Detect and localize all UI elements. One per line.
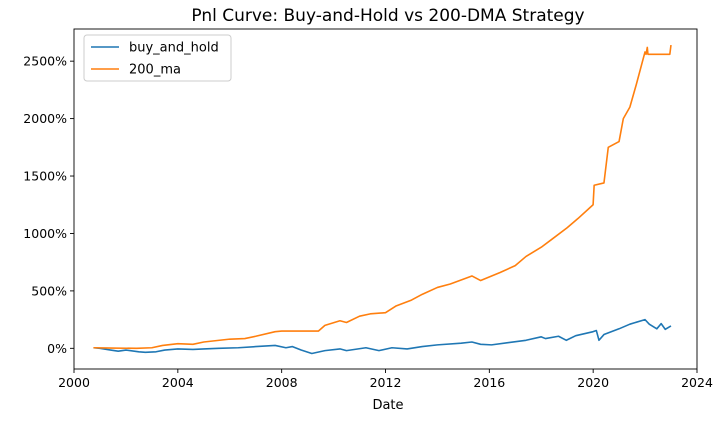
series-line-200-ma <box>93 44 672 350</box>
y-tick-label: 1500% <box>23 169 67 184</box>
x-tick-label: 2000 <box>58 375 90 390</box>
y-tick-label: 2000% <box>23 111 67 126</box>
axes-layer: 2000 2004 2008 2012 2016 2020 2024 0% 500% 1000% 1… <box>23 28 713 390</box>
x-axis-label: Date <box>372 398 403 413</box>
y-tick-label: 1000% <box>23 226 67 241</box>
x-tick-label: 2024 <box>681 375 713 390</box>
y-tick-label: 500% <box>31 283 67 298</box>
legend-frame <box>83 34 232 82</box>
chart-title: Pnl Curve: Buy-and-Hold vs 200-DMA Strat… <box>191 6 584 26</box>
y-tick-label: 0% <box>47 341 67 356</box>
series-line-buy-and-hold <box>93 318 672 355</box>
x-tick-label: 2004 <box>162 375 194 390</box>
x-tick-label: 2012 <box>370 375 402 390</box>
legend-label-buy-and-hold: buy_and_hold <box>129 41 219 56</box>
x-tick-label: 2020 <box>577 375 609 390</box>
series-layer <box>93 44 672 355</box>
x-tick-label: 2016 <box>473 375 505 390</box>
x-tick-label: 2008 <box>266 375 298 390</box>
legend: buy_and_hold 200_ma <box>83 34 232 82</box>
y-tick-label: 2500% <box>23 54 67 69</box>
legend-label-200-ma: 200_ma <box>129 63 181 78</box>
